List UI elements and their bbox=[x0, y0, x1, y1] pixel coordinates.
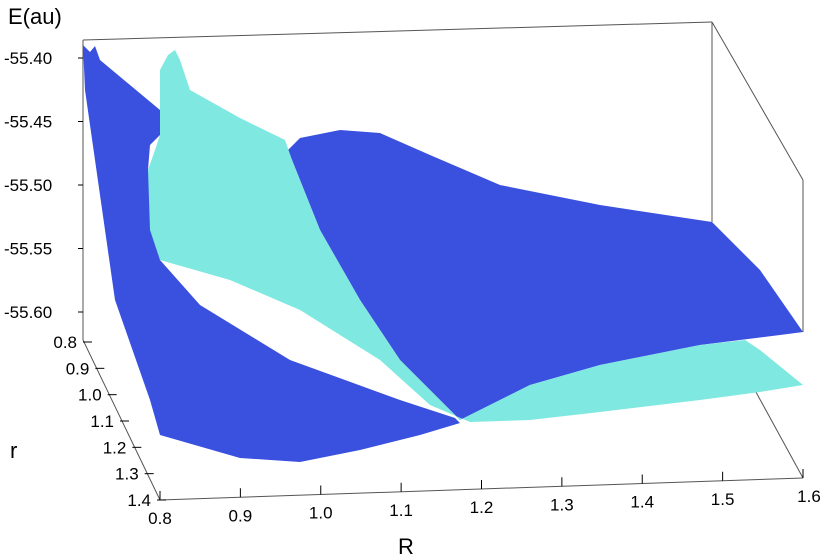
y-tick-label: 1.0 bbox=[78, 386, 102, 405]
z-tick-marks bbox=[78, 57, 83, 313]
x-tick-labels: 0.8 0.9 1.0 1.1 1.2 1.3 1.4 1.5 1.6 bbox=[148, 487, 821, 528]
z-tick-label: -55.50 bbox=[4, 176, 52, 195]
z-tick-label: -55.55 bbox=[4, 240, 52, 259]
x-tick-label: 1.6 bbox=[797, 487, 821, 506]
x-tick-label: 1.2 bbox=[470, 498, 494, 517]
z-tick-label: -55.60 bbox=[4, 303, 52, 322]
y-tick-label: 1.1 bbox=[90, 412, 114, 431]
x-tick-label: 1.4 bbox=[630, 493, 654, 512]
z-axis-title: E(au) bbox=[8, 4, 62, 29]
z-tick-label: -55.45 bbox=[4, 113, 52, 132]
surface-blue-left bbox=[83, 45, 460, 462]
x-tick-label: 1.5 bbox=[711, 490, 735, 509]
x-tick-label: 1.1 bbox=[389, 501, 413, 520]
y-tick-labels: 0.8 0.9 1.0 1.1 1.2 1.3 1.4 bbox=[53, 333, 151, 510]
x-axis-title: R bbox=[398, 534, 414, 559]
x-tick-label: 0.9 bbox=[229, 506, 253, 525]
surface-cyan bbox=[148, 50, 803, 422]
box-top-back-edge bbox=[82, 21, 713, 41]
y-axis-title: r bbox=[10, 438, 17, 463]
z-tick-label: -55.40 bbox=[4, 49, 52, 68]
x-tick-label: 1.0 bbox=[309, 504, 333, 523]
y-tick-label: 1.3 bbox=[115, 465, 139, 484]
surface-blue-right bbox=[288, 130, 803, 420]
x-tick-label: 1.3 bbox=[550, 495, 574, 514]
box-right-diagonal-top bbox=[711, 21, 804, 181]
y-tick-label: 0.8 bbox=[53, 333, 77, 352]
y-tick-label: 1.4 bbox=[127, 491, 151, 510]
x-tick-marks bbox=[159, 469, 804, 500]
y-tick-label: 0.9 bbox=[66, 359, 90, 378]
x-tick-label: 0.8 bbox=[148, 509, 172, 528]
surfaces bbox=[83, 45, 803, 462]
y-tick-label: 1.2 bbox=[103, 438, 127, 457]
y-tick-marks bbox=[83, 341, 166, 501]
z-tick-labels: -55.40 -55.45 -55.50 -55.55 -55.60 bbox=[4, 49, 52, 322]
